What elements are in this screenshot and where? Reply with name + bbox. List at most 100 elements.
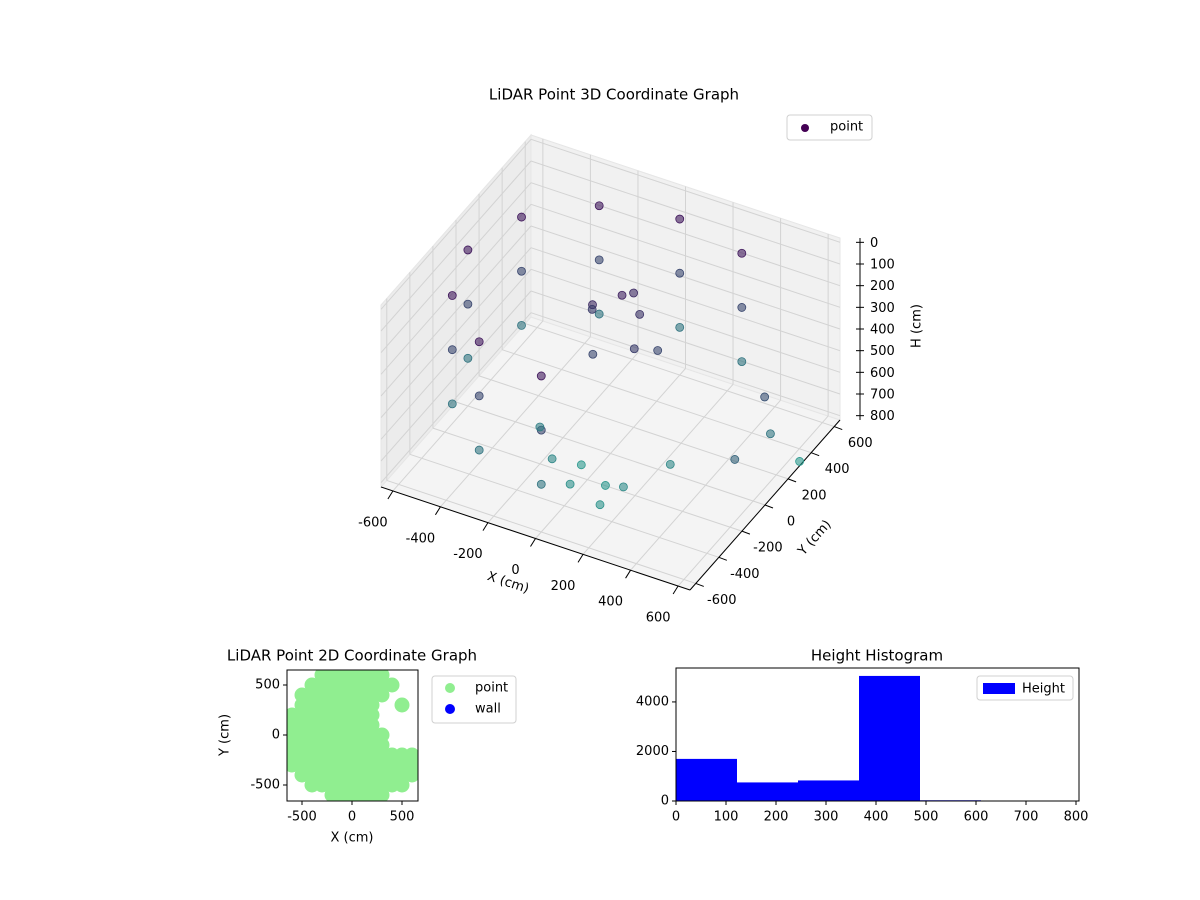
grid-line: [530, 312, 841, 417]
x-tick-label: 600: [964, 810, 989, 825]
point: [629, 288, 638, 298]
bar: [859, 675, 920, 801]
plot-area: [287, 670, 418, 801]
point: [474, 337, 484, 347]
point: [547, 454, 557, 464]
chart-title: LiDAR Point 3D Coordinate Graph: [489, 86, 739, 104]
point: [447, 345, 457, 355]
point: [601, 481, 610, 490]
grid-line: [380, 204, 532, 375]
grid-line: [530, 225, 841, 330]
plot-area: [676, 675, 1042, 801]
point: [447, 399, 457, 409]
z-tick-label: 0: [870, 236, 878, 251]
point: [536, 371, 546, 381]
point: [760, 392, 770, 402]
legend-marker: [983, 683, 1015, 694]
point: [517, 266, 526, 276]
grid-line: [380, 160, 532, 332]
y-tick-label: 0: [272, 728, 280, 743]
grid-line: [530, 203, 841, 308]
x-tick: [482, 522, 489, 531]
point: [447, 291, 457, 300]
grid-line: [530, 247, 841, 352]
z-tick-label: 400: [870, 323, 895, 338]
grid-line: [432, 427, 743, 532]
point: [404, 767, 418, 783]
y-tick: [718, 556, 728, 561]
x-tick-label: 800: [1064, 810, 1089, 825]
legend-marker: [445, 683, 455, 693]
x-tick: [530, 538, 536, 547]
grid-line: [380, 182, 532, 353]
point: [675, 322, 685, 332]
point: [795, 457, 805, 466]
point: [766, 429, 775, 439]
y-tick-label: 600: [848, 436, 873, 451]
legend-label: point: [475, 681, 508, 696]
y-tick-label: 2000: [636, 744, 669, 759]
y-tick: [787, 478, 797, 483]
point: [675, 268, 685, 278]
y-tick-label: -400: [730, 567, 760, 582]
z-tick-label: 600: [870, 366, 895, 381]
y-tick-label: 500: [255, 678, 280, 693]
grid-line: [380, 290, 532, 462]
point: [594, 309, 604, 319]
x-tick-label: 200: [551, 579, 576, 594]
y-axis-label: Y (cm): [795, 517, 835, 559]
y-tick-label: -200: [753, 541, 783, 556]
x-tick-label: 600: [646, 611, 671, 626]
grid-line: [525, 323, 835, 428]
x-tick: [577, 554, 584, 563]
x-tick-label: 400: [598, 595, 623, 610]
legend-label: point: [830, 120, 863, 135]
grid-line: [530, 268, 841, 373]
x-tick-label: 100: [714, 810, 739, 825]
point: [665, 459, 675, 469]
legend-marker: [801, 124, 809, 132]
grid-line: [455, 401, 766, 506]
point: [619, 482, 628, 492]
z-tick-label: 500: [870, 344, 895, 359]
point: [474, 445, 484, 455]
z-tick-label: 100: [870, 258, 895, 273]
grid-line: [380, 247, 532, 418]
x-tick-label: 400: [864, 810, 889, 825]
point: [675, 214, 685, 224]
z-tick-label: 200: [870, 279, 895, 294]
x-tick: [625, 569, 632, 579]
y-tick-label: -500: [250, 778, 280, 793]
point: [594, 255, 604, 265]
y-tick: [741, 530, 751, 535]
point: [617, 290, 627, 300]
point: [536, 479, 546, 489]
point: [653, 346, 663, 355]
y-tick: [834, 426, 843, 431]
point: [517, 321, 526, 330]
x-tick-label: 0: [511, 563, 519, 578]
point: [737, 248, 747, 258]
x-tick-label: -400: [406, 531, 436, 546]
point: [576, 460, 586, 470]
legend-marker: [445, 704, 455, 714]
point: [565, 479, 575, 489]
y-axis-label: Y (cm): [218, 714, 233, 757]
x-tick: [672, 585, 679, 595]
point: [463, 299, 473, 309]
point: [737, 303, 747, 312]
point: [463, 245, 473, 255]
x-tick-label: 700: [1014, 810, 1039, 825]
x-tick-label: -200: [453, 547, 483, 562]
y-tick: [695, 582, 704, 587]
x-tick-label: 0: [672, 810, 680, 825]
grid-line: [530, 138, 841, 243]
legend-box: [786, 114, 873, 141]
axes-frame: [675, 667, 1080, 802]
grid-line: [380, 269, 532, 440]
x-tick: [434, 506, 441, 516]
y-tick: [764, 504, 774, 509]
grid-line: [380, 225, 532, 397]
grid-line: [409, 453, 720, 558]
